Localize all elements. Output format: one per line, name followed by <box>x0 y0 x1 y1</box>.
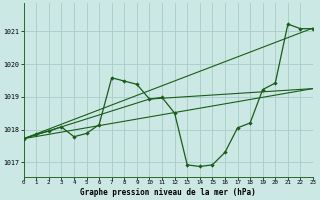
X-axis label: Graphe pression niveau de la mer (hPa): Graphe pression niveau de la mer (hPa) <box>80 188 256 197</box>
